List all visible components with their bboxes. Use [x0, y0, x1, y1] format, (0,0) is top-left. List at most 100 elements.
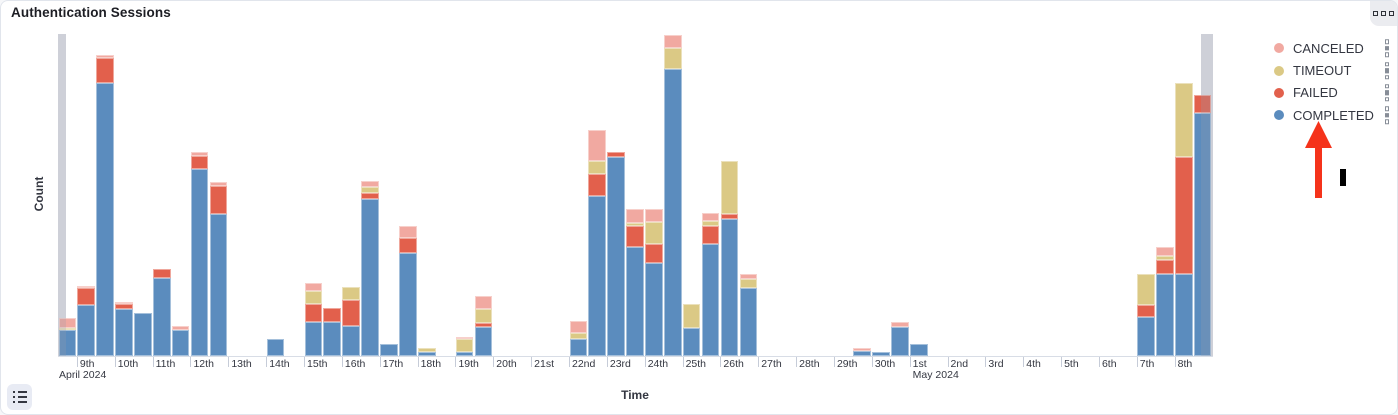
bar-segment-completed[interactable] — [266, 339, 285, 356]
legend-toggle-button[interactable] — [7, 384, 32, 410]
bar-segment-failed[interactable] — [588, 174, 606, 196]
bar-segment-canceled[interactable] — [569, 321, 587, 333]
bar-segment-completed[interactable] — [607, 157, 625, 356]
bar-segment-canceled[interactable] — [115, 302, 133, 304]
bar-segment-failed[interactable] — [607, 152, 625, 157]
bar-segment-completed[interactable] — [588, 196, 606, 356]
bar-segment-canceled[interactable] — [645, 209, 663, 222]
bar-segment-completed[interactable] — [1137, 317, 1155, 356]
bar-segment-canceled[interactable] — [626, 209, 644, 223]
bar-segment-failed[interactable] — [720, 214, 739, 219]
bar-segment-timeout[interactable] — [1156, 256, 1174, 260]
bar-segment-completed[interactable] — [1156, 274, 1174, 356]
bar-segment-completed[interactable] — [910, 344, 928, 356]
legend-item-failed[interactable]: FAILED — [1269, 82, 1395, 104]
bar-segment-failed[interactable] — [626, 226, 644, 247]
bar-segment-completed[interactable] — [853, 351, 871, 356]
bar-segment-canceled[interactable] — [96, 55, 114, 58]
bar-segment-completed[interactable] — [455, 352, 474, 356]
bar-segment-completed[interactable] — [399, 253, 417, 356]
bar-segment-completed[interactable] — [380, 344, 398, 356]
legend-item-actions-button[interactable] — [1384, 61, 1389, 80]
bar-segment-timeout[interactable] — [626, 223, 644, 226]
bar-segment-failed[interactable] — [1194, 95, 1212, 113]
legend-item-canceled[interactable]: CANCELED — [1269, 37, 1395, 59]
bar-segment-completed[interactable] — [153, 278, 171, 356]
bar-segment-completed[interactable] — [96, 83, 114, 356]
bar-segment-failed[interactable] — [342, 300, 360, 326]
bar-segment-failed[interactable] — [153, 269, 171, 278]
bar-segment-completed[interactable] — [701, 244, 720, 356]
bar-segment-canceled[interactable] — [701, 213, 720, 221]
bar-segment-completed[interactable] — [626, 247, 644, 356]
bar-segment-timeout[interactable] — [645, 222, 663, 244]
bar-segment-timeout[interactable] — [1175, 83, 1193, 157]
bar-segment-timeout[interactable] — [342, 287, 360, 300]
bar-segment-failed[interactable] — [77, 288, 95, 305]
legend-item-timeout[interactable]: TIMEOUT — [1269, 59, 1395, 81]
bar-segment-canceled[interactable] — [172, 326, 190, 330]
bar-segment-completed[interactable] — [569, 339, 587, 356]
bar-segment-timeout[interactable] — [683, 304, 701, 328]
legend-item-actions-button[interactable] — [1384, 84, 1389, 102]
legend-item-actions-button[interactable] — [1384, 106, 1389, 125]
bar-segment-canceled[interactable] — [455, 337, 474, 339]
bar-segment-canceled[interactable] — [1156, 247, 1174, 256]
bar-segment-completed[interactable] — [1194, 113, 1212, 356]
bar-segment-timeout[interactable] — [720, 161, 739, 214]
bar-segment-completed[interactable] — [739, 288, 758, 356]
bar-segment-completed[interactable] — [474, 327, 493, 356]
bar-segment-timeout[interactable] — [361, 187, 379, 193]
bar-segment-timeout[interactable] — [1137, 274, 1155, 305]
bar-segment-failed[interactable] — [1175, 157, 1193, 274]
bar-segment-timeout[interactable] — [664, 48, 682, 69]
bar-segment-canceled[interactable] — [399, 226, 417, 238]
bar-segment-failed[interactable] — [645, 244, 663, 263]
bar-segment-completed[interactable] — [645, 263, 663, 356]
bar-segment-timeout[interactable] — [455, 339, 474, 352]
bar-segment-canceled[interactable] — [739, 274, 758, 279]
bar-segment-completed[interactable] — [58, 330, 76, 356]
bar-segment-canceled[interactable] — [77, 286, 95, 288]
bar-segment-completed[interactable] — [683, 328, 701, 356]
bar-segment-canceled[interactable] — [361, 181, 379, 187]
legend-item-actions-button[interactable] — [1384, 39, 1389, 57]
bar-segment-completed[interactable] — [418, 352, 436, 356]
bar-segment-canceled[interactable] — [664, 35, 682, 48]
bar-segment-timeout[interactable] — [739, 279, 758, 288]
bar-segment-completed[interactable] — [190, 169, 209, 356]
bar-segment-completed[interactable] — [664, 69, 682, 356]
bar-segment-failed[interactable] — [474, 323, 493, 327]
bar-segment-failed[interactable] — [1156, 260, 1174, 274]
bar-segment-canceled[interactable] — [891, 322, 909, 327]
bar-segment-completed[interactable] — [172, 330, 190, 356]
bar-segment-failed[interactable] — [190, 156, 209, 169]
bar-segment-completed[interactable] — [872, 352, 890, 356]
legend-item-completed[interactable]: COMPLETED — [1269, 104, 1395, 126]
panel-options-button[interactable] — [1370, 1, 1397, 26]
bar-segment-failed[interactable] — [399, 238, 417, 253]
bar-segment-failed[interactable] — [323, 308, 341, 322]
bar-segment-completed[interactable] — [304, 322, 322, 356]
bar-segment-canceled[interactable] — [474, 296, 493, 309]
bar-segment-failed[interactable] — [1137, 305, 1155, 317]
bar-segment-timeout[interactable] — [474, 309, 493, 323]
bar-segment-failed[interactable] — [361, 193, 379, 199]
bar-segment-timeout[interactable] — [588, 161, 606, 174]
bar-segment-completed[interactable] — [361, 199, 379, 356]
bar-segment-failed[interactable] — [96, 58, 114, 83]
bar-segment-canceled[interactable] — [588, 130, 606, 161]
bar-segment-completed[interactable] — [77, 305, 95, 356]
bar-segment-canceled[interactable] — [304, 283, 322, 291]
bar-segment-failed[interactable] — [304, 304, 322, 322]
bar-segment-canceled[interactable] — [190, 152, 209, 156]
bar-segment-timeout[interactable] — [569, 333, 587, 339]
bar-segment-completed[interactable] — [342, 326, 360, 356]
bar-segment-completed[interactable] — [720, 219, 739, 356]
bar-segment-failed[interactable] — [115, 304, 133, 309]
bar-segment-completed[interactable] — [1175, 274, 1193, 356]
bar-segment-canceled[interactable] — [58, 318, 76, 328]
bar-segment-failed[interactable] — [701, 226, 720, 244]
bar-segment-completed[interactable] — [891, 327, 909, 356]
